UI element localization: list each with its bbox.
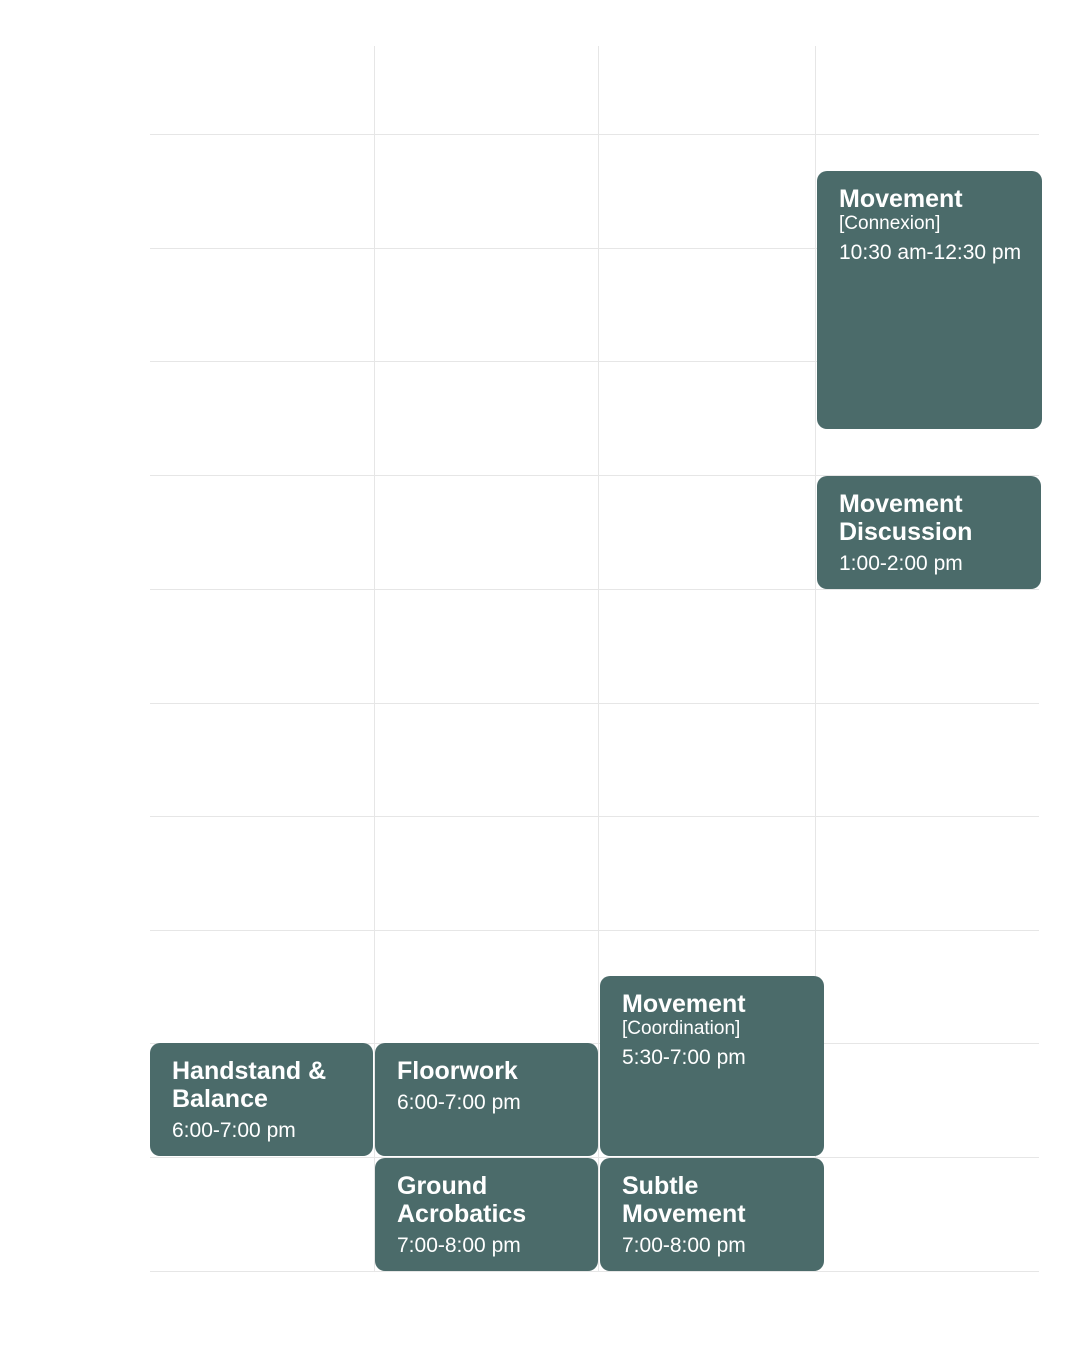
event-time: 7:00-8:00 pm [397, 1234, 521, 1257]
event-subtitle: [Connexion] [839, 213, 941, 234]
event-title: Movement [622, 1200, 746, 1228]
row-divider [150, 361, 1039, 362]
row-divider [150, 475, 1039, 476]
event-subtitle: [Coordination] [622, 1018, 741, 1039]
row-divider [150, 248, 1039, 249]
event-time: 6:00-7:00 pm [397, 1091, 521, 1114]
event-title: Floorwork [397, 1057, 518, 1085]
event-handstand-balance[interactable]: Handstand & Balance 6:00-7:00 pm [150, 1043, 373, 1156]
event-title: Discussion [839, 518, 973, 546]
event-time: 10:30 am-12:30 pm [839, 241, 1022, 264]
event-time: 7:00-8:00 pm [622, 1234, 746, 1257]
event-title: Ground [397, 1172, 488, 1200]
row-divider [150, 1157, 1039, 1158]
event-title: Movement [839, 490, 963, 518]
event-title: Movement [839, 185, 963, 213]
event-title: Balance [172, 1085, 268, 1113]
event-movement-coordination[interactable]: Movement [Coordination] 5:30-7:00 pm [600, 976, 824, 1156]
row-divider [150, 1043, 1039, 1044]
event-time: 5:30-7:00 pm [622, 1046, 746, 1069]
event-title: Handstand & [172, 1057, 327, 1085]
row-divider [150, 930, 1039, 931]
event-time: 1:00-2:00 pm [839, 552, 963, 575]
event-time: 6:00-7:00 pm [172, 1119, 296, 1142]
event-title: Subtle [622, 1172, 699, 1200]
column-divider [374, 46, 375, 1272]
event-floorwork[interactable]: Floorwork 6:00-7:00 pm [375, 1043, 598, 1156]
event-title: Acrobatics [397, 1200, 527, 1228]
event-subtle-movement[interactable]: Subtle Movement 7:00-8:00 pm [600, 1158, 824, 1271]
event-movement-discussion[interactable]: Movement Discussion 1:00-2:00 pm [817, 476, 1041, 589]
row-divider [150, 589, 1039, 590]
event-movement-connexion[interactable]: Movement [Connexion] 10:30 am-12:30 pm [817, 171, 1042, 429]
column-divider [598, 46, 599, 1272]
row-divider [150, 1271, 1039, 1272]
row-divider [150, 816, 1039, 817]
event-title: Movement [622, 990, 746, 1018]
column-divider [815, 46, 816, 1272]
event-ground-acrobatics[interactable]: Ground Acrobatics 7:00-8:00 pm [375, 1158, 598, 1271]
row-divider [150, 134, 1039, 135]
row-divider [150, 703, 1039, 704]
